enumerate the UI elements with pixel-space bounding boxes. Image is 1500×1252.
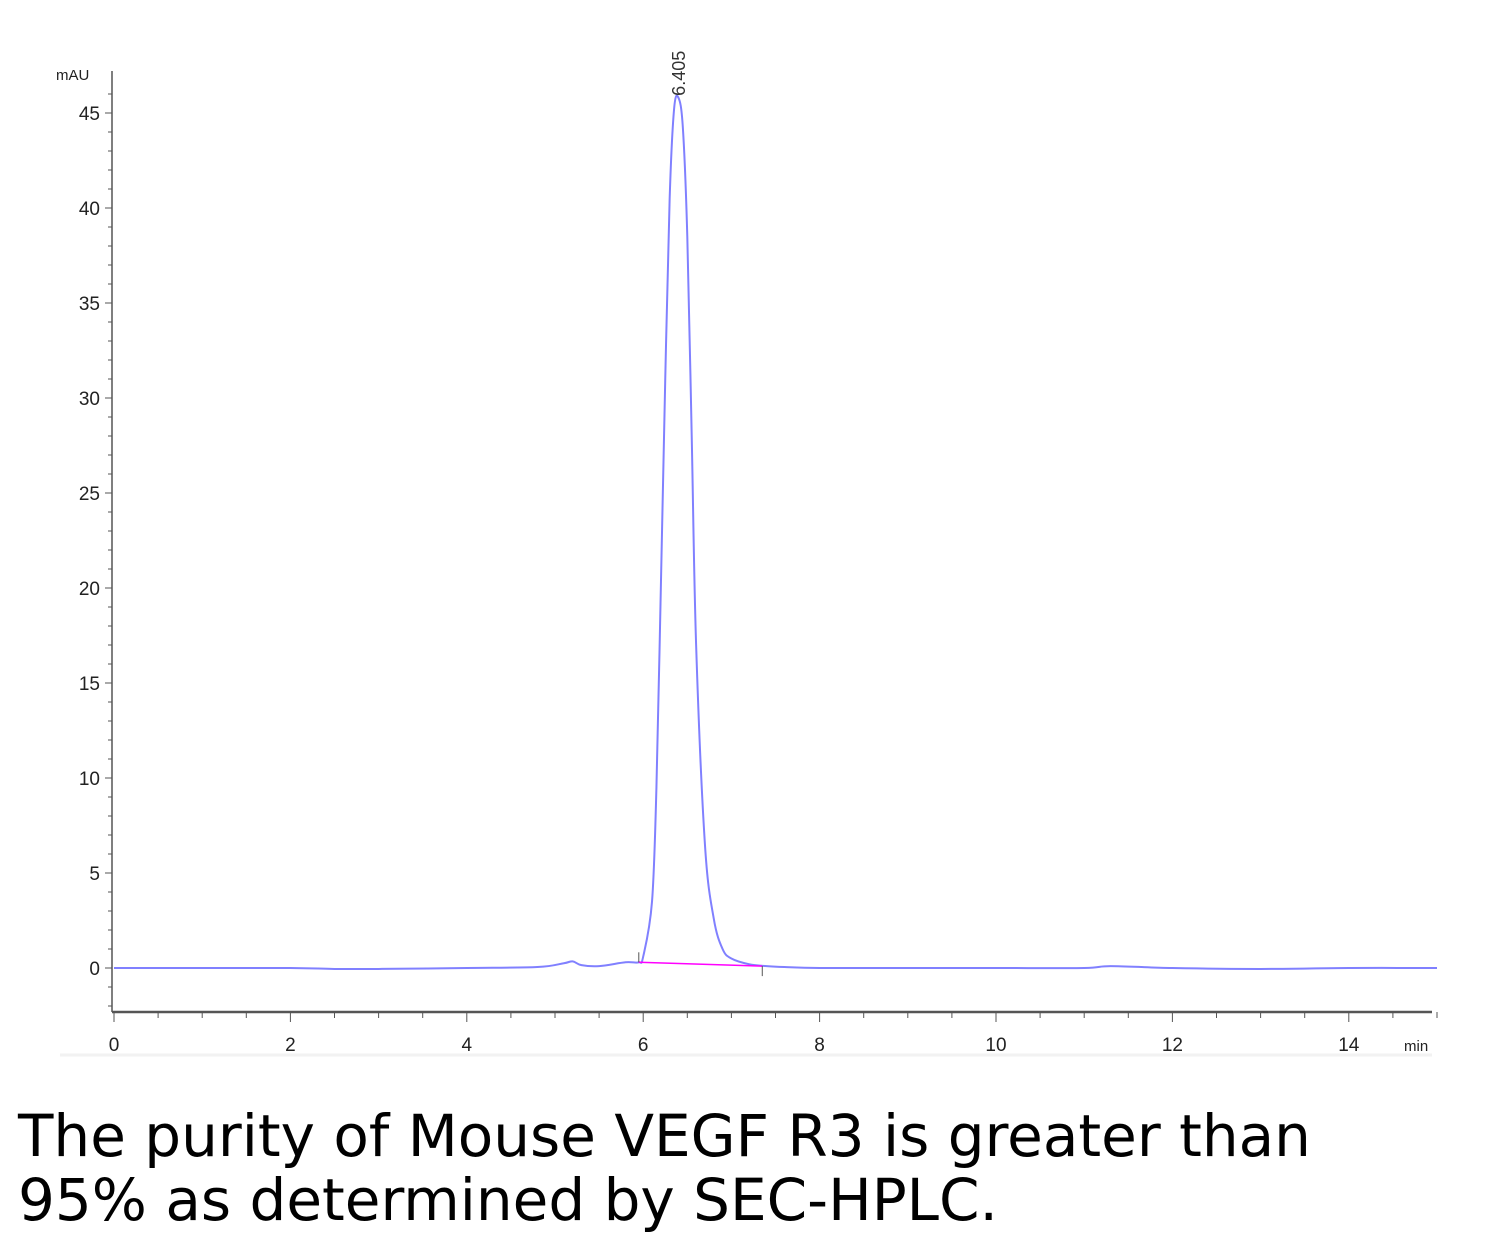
- x-tick-label: 12: [1162, 1035, 1183, 1056]
- y-tick-label: 10: [79, 769, 100, 790]
- axis-ticks: [105, 93, 1438, 1022]
- integration-baseline: [638, 961, 763, 967]
- caption-line-2: 95% as determined by SEC-HPLC.: [18, 1166, 998, 1234]
- x-tick-label: 10: [985, 1035, 1006, 1056]
- x-tick-label: 6: [638, 1035, 649, 1056]
- caption: The purity of Mouse VEGF R3 is greater t…: [18, 1104, 1478, 1232]
- y-tick-label: 20: [79, 579, 100, 600]
- y-tick-label: 35: [79, 294, 100, 315]
- y-axis-unit: mAU: [56, 67, 89, 84]
- y-tick-label: 45: [79, 104, 100, 125]
- x-tick-label: 0: [109, 1035, 120, 1056]
- hplc-chromatogram: 0 5 10 15 20 25 30 35 40 45 0 2 4 6 8 10 12 14 mAU min 6.…: [56, 51, 1438, 1057]
- plot-area: 6.405: [113, 51, 1438, 977]
- x-tick-label: 2: [285, 1035, 296, 1056]
- y-tick-label: 30: [79, 389, 100, 410]
- x-tick-label: 8: [814, 1035, 825, 1056]
- y-tick-label: 0: [89, 959, 100, 980]
- peak-label: 6.405: [669, 51, 689, 96]
- y-tick-label: 15: [79, 674, 100, 695]
- x-tick-label: 14: [1338, 1035, 1360, 1056]
- axis-tick-labels: 0 5 10 15 20 25 30 35 40 45 0 2 4 6 8 10 12 14: [79, 104, 1360, 1056]
- x-tick-label: 4: [462, 1035, 473, 1056]
- axes: [60, 71, 1432, 1057]
- x-axis-unit: min: [1404, 1038, 1428, 1055]
- y-tick-label: 40: [79, 199, 100, 220]
- chromatogram-trace: [113, 94, 1438, 971]
- y-tick-label: 25: [79, 484, 100, 505]
- caption-line-1: The purity of Mouse VEGF R3 is greater t…: [18, 1102, 1311, 1170]
- y-tick-label: 5: [89, 864, 100, 885]
